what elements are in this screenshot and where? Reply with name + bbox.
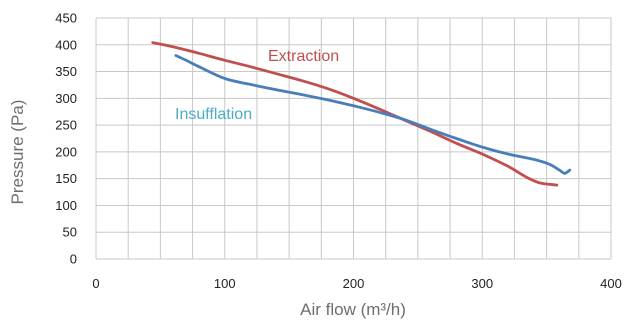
y-axis-title: Pressure (Pa) — [8, 100, 27, 205]
x-axis-title: Air flow (m³/h) — [300, 300, 406, 319]
x-tick-label: 0 — [92, 276, 99, 291]
y-tick-label: 450 — [55, 11, 77, 26]
y-tick-label: 150 — [55, 171, 77, 186]
y-tick-label: 400 — [55, 37, 77, 52]
grid-lines — [95, 17, 612, 260]
series-label-insufflation: Insufflation — [175, 106, 252, 123]
x-tick-label: 400 — [600, 276, 622, 291]
y-tick-label: 200 — [55, 144, 77, 159]
y-tick-label: 50 — [63, 225, 77, 240]
y-tick-label: 0 — [70, 252, 77, 267]
x-tick-label: 100 — [214, 276, 236, 291]
y-tick-label: 100 — [55, 198, 77, 213]
y-tick-label: 350 — [55, 64, 77, 79]
x-tick-labels: 0 100 200 300 400 — [92, 276, 621, 291]
y-tick-label: 250 — [55, 118, 77, 133]
series-line-insufflation — [174, 54, 572, 175]
x-tick-label: 200 — [343, 276, 365, 291]
x-tick-label: 300 — [471, 276, 493, 291]
series-label-extraction: Extraction — [268, 48, 339, 65]
series-line-extraction — [151, 41, 559, 187]
y-tick-labels: 0 50 100 150 200 250 300 350 400 450 — [55, 11, 77, 267]
y-tick-label: 300 — [55, 91, 77, 106]
series-lines — [151, 41, 572, 187]
